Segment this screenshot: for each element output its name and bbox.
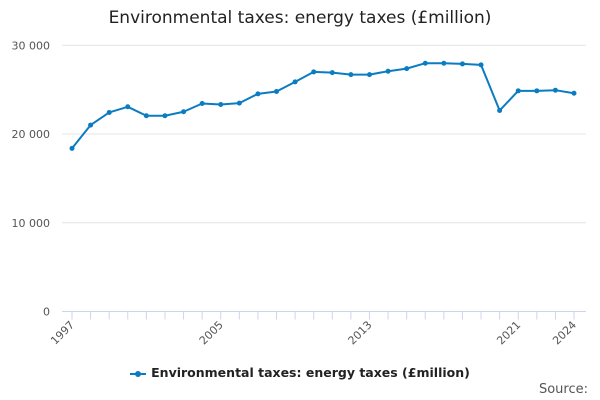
data-point (422, 60, 428, 66)
data-point (552, 87, 558, 93)
x-tick-label: 2005 (197, 318, 226, 347)
x-tick-label: 2013 (346, 318, 375, 347)
x-tick-label: 2021 (494, 318, 523, 347)
source-label: Source: (538, 382, 588, 397)
data-point (125, 104, 131, 110)
data-point (404, 66, 410, 72)
y-tick-label: 0 (43, 306, 50, 319)
data-point (274, 89, 280, 95)
data-point (218, 101, 224, 107)
data-point (366, 72, 372, 78)
data-point (348, 72, 354, 78)
data-point (497, 108, 503, 114)
x-tick-label: 2024 (550, 318, 579, 347)
data-point (181, 109, 187, 115)
data-point (571, 90, 577, 96)
legend-swatch (130, 370, 147, 377)
data-point (515, 88, 521, 94)
data-point (329, 70, 335, 76)
data-point (255, 91, 261, 97)
data-point (69, 145, 75, 151)
y-tick-label: 30 000 (12, 39, 51, 52)
data-point (162, 113, 168, 119)
legend-label: Environmental taxes: energy taxes (£mill… (151, 365, 470, 380)
x-tick-label: 1997 (48, 318, 77, 347)
chart-title: Environmental taxes: energy taxes (£mill… (108, 8, 492, 28)
data-point (106, 109, 112, 115)
data-point (311, 69, 317, 75)
data-point (199, 101, 205, 107)
data-point (534, 88, 540, 94)
data-point (88, 122, 94, 128)
y-tick-label: 20 000 (12, 128, 51, 141)
legend[interactable]: Environmental taxes: energy taxes (£mill… (0, 365, 600, 380)
data-point (459, 61, 465, 67)
data-point (385, 68, 391, 74)
data-point (478, 62, 484, 68)
data-point (292, 79, 298, 85)
data-point (143, 113, 149, 119)
series-line (71, 62, 575, 150)
data-point (236, 100, 242, 106)
y-tick-label: 10 000 (12, 217, 51, 230)
data-point (441, 60, 447, 66)
